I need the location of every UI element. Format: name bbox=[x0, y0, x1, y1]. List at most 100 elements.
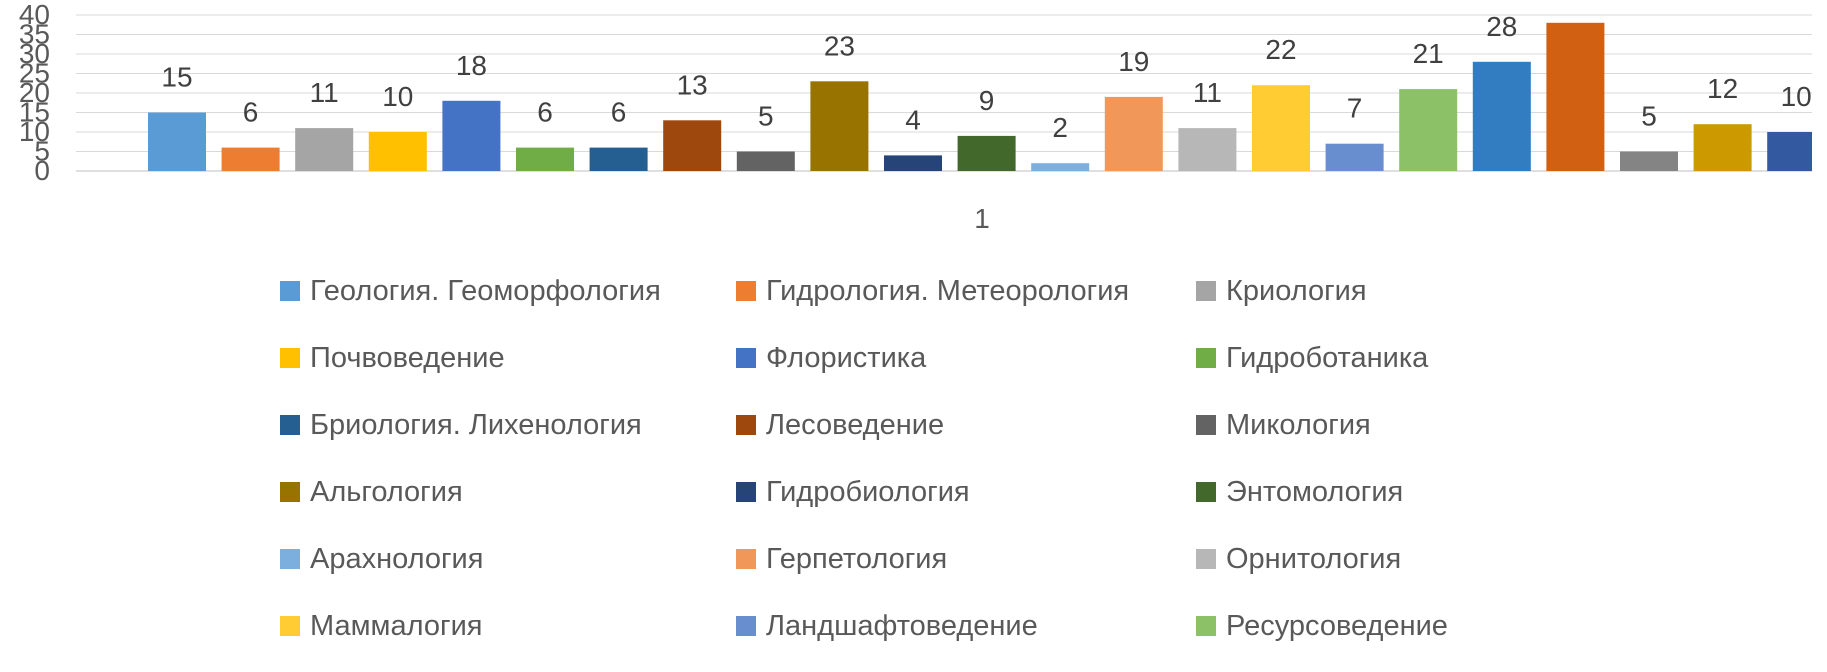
legend-label: Гидроботаника bbox=[1226, 341, 1429, 374]
legend-label: Герпетология bbox=[766, 542, 948, 575]
x-category-label: 1 bbox=[974, 203, 990, 234]
y-tick-label: 10 bbox=[19, 116, 50, 147]
data-label: 7 bbox=[1347, 93, 1363, 124]
y-tick-label: 0 bbox=[34, 155, 50, 186]
legend-swatch bbox=[1196, 549, 1216, 569]
legend-label: Маммалогия bbox=[310, 609, 483, 642]
legend-swatch bbox=[1196, 415, 1216, 435]
legend-item: Ресурсоведение bbox=[1196, 609, 1656, 643]
y-tick-label: 35 bbox=[19, 19, 50, 50]
legend-item: Микология bbox=[1196, 408, 1656, 442]
legend-label: Гидрология. Метеорология bbox=[766, 274, 1130, 307]
bar bbox=[736, 151, 795, 171]
legend-label: Почвоведение bbox=[310, 341, 505, 374]
legend-label: Бриология. Лихенология bbox=[310, 408, 642, 441]
data-label: 22 bbox=[1265, 34, 1296, 65]
legend-item: Ландшафтоведение bbox=[736, 609, 1196, 643]
y-tick-label: 15 bbox=[19, 97, 50, 128]
legend-item: Герпетология bbox=[736, 542, 1196, 576]
data-label: 6 bbox=[537, 97, 553, 128]
bar bbox=[1325, 143, 1384, 171]
legend-item: Криология bbox=[1196, 274, 1656, 308]
legend-swatch bbox=[280, 415, 300, 435]
legend-swatch bbox=[736, 482, 756, 502]
legend-swatch bbox=[1196, 616, 1216, 636]
legend-swatch bbox=[280, 348, 300, 368]
legend-swatch bbox=[280, 482, 300, 502]
legend-item: Гидробиология bbox=[736, 475, 1196, 509]
legend-swatch bbox=[736, 616, 756, 636]
legend-item: Альгология bbox=[280, 475, 736, 509]
bar bbox=[1252, 85, 1310, 171]
legend-swatch bbox=[1196, 348, 1216, 368]
data-label: 9 bbox=[979, 85, 995, 116]
data-label: 21 bbox=[1413, 38, 1444, 69]
legend-swatch bbox=[736, 415, 756, 435]
legend: Геология. Геоморфология Гидрология. Метео… bbox=[280, 274, 1827, 643]
legend-swatch bbox=[280, 616, 300, 636]
data-label: 5 bbox=[758, 101, 774, 132]
legend-swatch bbox=[736, 549, 756, 569]
legend-item: Флористика bbox=[736, 341, 1196, 375]
legend-label: Энтомология bbox=[1226, 475, 1404, 508]
legend-item: Почвоведение bbox=[280, 341, 736, 375]
legend-item: Арахнология bbox=[280, 542, 736, 576]
data-label: 6 bbox=[611, 97, 627, 128]
bar bbox=[1178, 128, 1237, 171]
data-label: 11 bbox=[1193, 77, 1222, 108]
bar bbox=[221, 147, 280, 171]
legend-label: Ландшафтоведение bbox=[766, 609, 1038, 642]
y-tick-label: 20 bbox=[19, 77, 50, 108]
legend-label: Гидробиология bbox=[766, 475, 970, 508]
legend-item: Лесоведение bbox=[736, 408, 1196, 442]
legend-swatch bbox=[280, 281, 300, 301]
bar bbox=[957, 135, 1016, 171]
legend-swatch bbox=[1196, 482, 1216, 502]
legend-swatch bbox=[280, 549, 300, 569]
legend-item: Энтомология bbox=[1196, 475, 1656, 509]
data-label: 15 bbox=[161, 62, 192, 93]
legend-label: Арахнология bbox=[310, 542, 484, 575]
legend-grid: Геология. Геоморфология Гидрология. Метео… bbox=[280, 274, 1827, 643]
bar bbox=[1399, 89, 1458, 171]
data-label: 4 bbox=[905, 104, 921, 135]
y-tick-label: 5 bbox=[34, 136, 50, 167]
legend-item: Гидрология. Метеорология bbox=[736, 274, 1196, 308]
legend-swatch bbox=[1196, 281, 1216, 301]
data-label: 13 bbox=[677, 69, 708, 100]
bar bbox=[663, 120, 722, 171]
legend-label: Криология bbox=[1226, 274, 1367, 307]
bar bbox=[1104, 96, 1163, 171]
bar bbox=[1546, 22, 1605, 171]
legend-item: Бриология. Лихенология bbox=[280, 408, 736, 442]
bar bbox=[148, 112, 206, 171]
bar bbox=[1472, 61, 1531, 171]
legend-label: Флористика bbox=[766, 341, 927, 374]
bar bbox=[810, 81, 869, 171]
bar bbox=[1693, 124, 1752, 171]
y-tick-label: 40 bbox=[19, 0, 50, 30]
bar bbox=[442, 100, 501, 171]
data-label: 10 bbox=[382, 81, 413, 112]
legend-item: Орнитология bbox=[1196, 542, 1656, 576]
legend-item: Маммалогия bbox=[280, 609, 736, 643]
data-label: 18 bbox=[456, 50, 487, 81]
data-label: 23 bbox=[824, 30, 855, 61]
bar bbox=[516, 147, 574, 171]
legend-label: Ресурсоведение bbox=[1226, 609, 1448, 642]
legend-label: Альгология bbox=[310, 475, 463, 508]
legend-swatch bbox=[736, 348, 756, 368]
data-label: 11 bbox=[310, 77, 339, 108]
y-tick-label: 30 bbox=[19, 38, 50, 69]
bar bbox=[589, 147, 648, 171]
data-label: 10 bbox=[1781, 81, 1812, 112]
bar bbox=[1031, 163, 1090, 171]
bar bbox=[368, 132, 427, 171]
data-label: 19 bbox=[1118, 46, 1149, 77]
data-label: 5 bbox=[1641, 101, 1657, 132]
bar bbox=[1620, 151, 1678, 171]
legend-label: Микология bbox=[1226, 408, 1371, 441]
bar bbox=[1767, 132, 1812, 171]
y-tick-label: 25 bbox=[19, 58, 50, 89]
